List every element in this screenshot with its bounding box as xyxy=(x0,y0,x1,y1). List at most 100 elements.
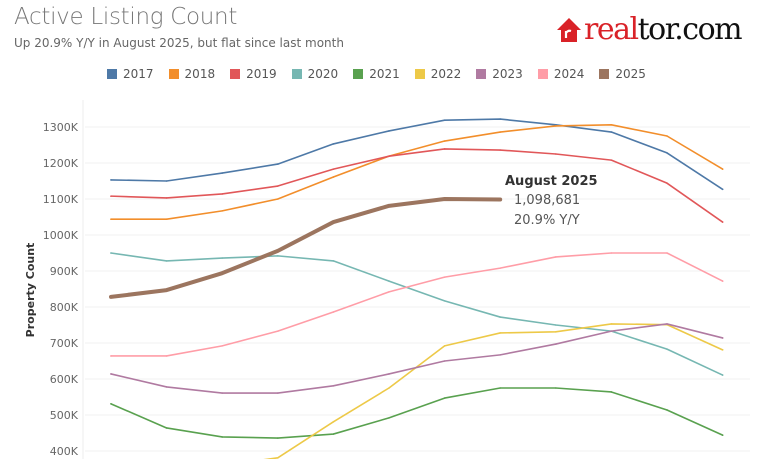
legend-item-2025[interactable]: 2025 xyxy=(599,67,646,81)
data-point-2023 xyxy=(443,360,446,362)
data-point-2020 xyxy=(721,374,724,376)
data-point-2025 xyxy=(332,221,335,223)
series-line-2019[interactable] xyxy=(110,148,724,223)
data-point-2017 xyxy=(110,179,112,181)
legend-label: 2018 xyxy=(184,67,216,81)
legend-item-2022[interactable]: 2022 xyxy=(414,67,462,81)
realtor-logo: real tor.com xyxy=(556,12,743,47)
data-point-2019 xyxy=(721,221,724,223)
data-point-2018 xyxy=(221,210,223,212)
data-point-2022 xyxy=(332,421,335,423)
data-point-2023 xyxy=(332,385,335,387)
data-point-2018 xyxy=(110,218,112,220)
legend-swatch xyxy=(599,69,610,79)
data-point-2025 xyxy=(443,198,446,200)
legend-item-2021[interactable]: 2021 xyxy=(353,67,400,81)
data-point-2023 xyxy=(555,343,557,345)
series-line-2018[interactable] xyxy=(110,124,724,220)
data-point-2019 xyxy=(610,159,613,161)
data-point-2023 xyxy=(610,330,613,332)
data-point-2023 xyxy=(110,373,112,375)
series-line-2025[interactable] xyxy=(109,197,503,299)
data-point-2021 xyxy=(555,387,557,389)
y-tick-label: 1100K xyxy=(43,193,79,206)
data-point-2023 xyxy=(388,373,390,375)
data-point-2019 xyxy=(666,182,668,184)
y-axis-label: Property Count xyxy=(24,243,37,338)
legend-item-2018[interactable]: 2018 xyxy=(168,67,216,81)
data-point-2025 xyxy=(388,205,390,207)
data-point-2023 xyxy=(277,392,279,394)
data-point-2020 xyxy=(666,348,668,350)
data-point-2022 xyxy=(443,345,446,347)
legend-label: 2019 xyxy=(246,67,277,81)
data-point-2025 xyxy=(110,296,112,298)
data-point-2022 xyxy=(721,349,724,351)
data-point-2017 xyxy=(610,131,613,133)
data-point-2023 xyxy=(499,354,502,356)
chart-subtitle: Up 20.9% Y/Y in August 2025, but flat si… xyxy=(14,36,344,50)
series-line-2023[interactable] xyxy=(110,323,724,394)
data-point-2020 xyxy=(555,324,557,326)
data-point-2018 xyxy=(165,218,168,220)
data-point-2019 xyxy=(110,195,112,197)
data-point-2021 xyxy=(221,436,223,438)
data-point-2018 xyxy=(666,135,668,137)
data-point-2024 xyxy=(555,256,557,258)
legend-label: 2022 xyxy=(430,67,462,81)
data-point-2023 xyxy=(666,323,668,325)
data-point-2018 xyxy=(443,140,446,142)
data-point-2022 xyxy=(277,457,279,459)
legend-swatch xyxy=(291,69,302,79)
house-icon xyxy=(557,17,581,42)
data-point-2019 xyxy=(499,149,502,151)
data-point-2017 xyxy=(221,172,223,174)
data-point-2024 xyxy=(277,330,279,332)
y-tick-label: 800K xyxy=(50,301,79,314)
data-point-2017 xyxy=(721,188,724,191)
legend-item-2017[interactable]: 2017 xyxy=(107,67,154,81)
legend-label: 2023 xyxy=(492,67,523,81)
legend-item-2019[interactable]: 2019 xyxy=(230,67,277,81)
y-tick-label: 1300K xyxy=(43,121,79,134)
data-point-2018 xyxy=(499,131,502,133)
series-line-2021[interactable] xyxy=(110,387,724,439)
data-point-2018 xyxy=(277,198,279,200)
legend-swatch xyxy=(168,69,179,79)
data-point-2021 xyxy=(499,387,502,389)
data-point-2024 xyxy=(388,291,390,293)
data-point-2018 xyxy=(721,168,724,170)
data-point-2019 xyxy=(221,193,223,195)
y-tick-label: 1200K xyxy=(43,157,79,170)
data-point-2021 xyxy=(610,391,613,393)
legend-swatch xyxy=(414,69,425,79)
legend-item-2020[interactable]: 2020 xyxy=(291,67,338,81)
legend-item-2023[interactable]: 2023 xyxy=(476,67,523,81)
legend-label: 2025 xyxy=(615,67,646,81)
data-point-2019 xyxy=(165,197,168,199)
data-point-2020 xyxy=(165,260,168,262)
legend-item-2024[interactable]: 2024 xyxy=(537,67,584,81)
annotation-change: 20.9% Y/Y xyxy=(514,213,580,228)
legend-label: 2017 xyxy=(123,67,154,81)
data-point-2020 xyxy=(443,300,446,302)
data-point-2023 xyxy=(221,392,223,394)
data-point-2017 xyxy=(499,118,502,120)
legend-swatch xyxy=(537,69,548,79)
series-line-2020[interactable] xyxy=(110,252,724,376)
data-point-2022 xyxy=(388,387,390,389)
data-point-2024 xyxy=(610,252,613,254)
data-point-2021 xyxy=(110,403,112,405)
data-point-2023 xyxy=(165,386,168,388)
chart-title: Active Listing Count xyxy=(14,4,238,30)
data-point-2025 xyxy=(277,250,279,252)
data-point-2020 xyxy=(277,255,279,257)
data-point-2024 xyxy=(221,345,223,347)
data-point-2017 xyxy=(165,180,168,182)
data-point-2021 xyxy=(666,409,668,411)
data-point-2024 xyxy=(666,252,668,254)
series-line-2017[interactable] xyxy=(110,118,724,191)
data-point-2025 xyxy=(221,272,223,274)
legend: 2017 2018 2019 2020 2021 2022 2023 2024 2025 xyxy=(107,67,646,81)
series-line-2024[interactable] xyxy=(110,252,724,357)
